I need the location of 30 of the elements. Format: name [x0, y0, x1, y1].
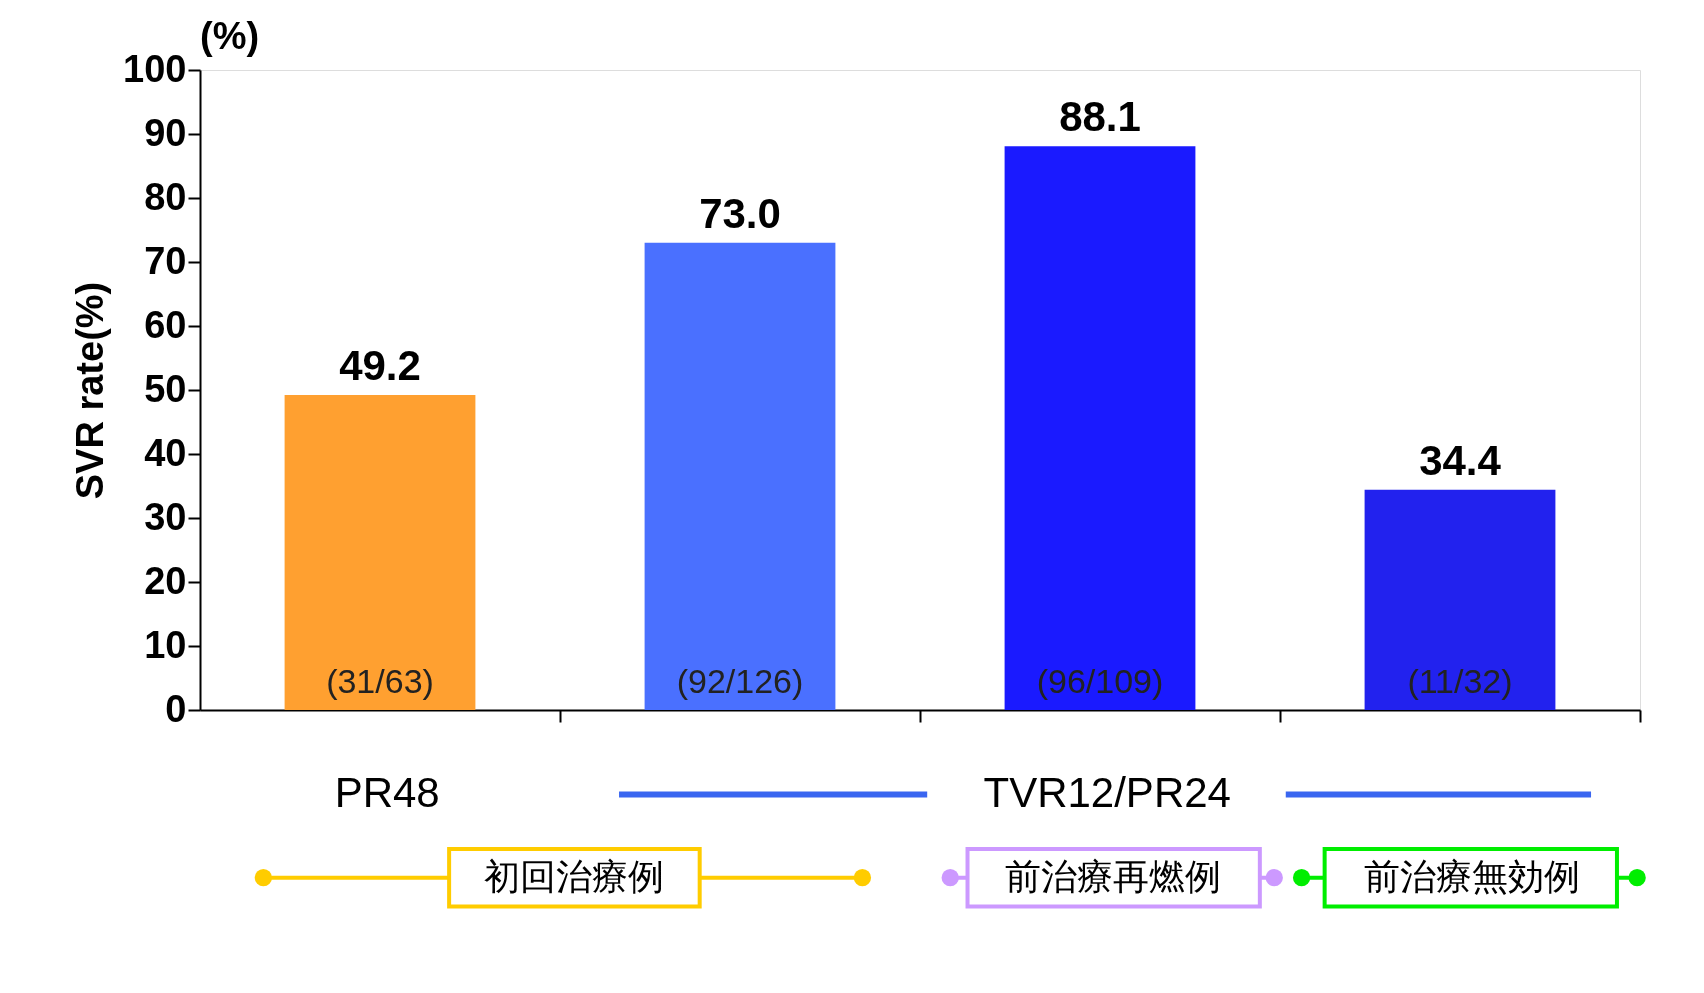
annotation: (31/63): [326, 662, 434, 701]
annotation: (96/109): [1036, 662, 1164, 701]
data-label: 49.2: [339, 342, 421, 390]
text: 前治療再燃例: [1004, 855, 1221, 897]
bar: [284, 395, 476, 710]
text: (%): [200, 15, 260, 57]
bar: [644, 242, 836, 710]
data-label: 73.0: [699, 189, 781, 237]
annotation: (11/32): [1407, 662, 1513, 701]
data-label: 34.4: [1419, 436, 1502, 484]
y-tick-label: 50: [144, 367, 187, 410]
annotation: (92/126): [676, 662, 804, 701]
text: PR48: [334, 769, 440, 817]
y-tick-label: 100: [123, 47, 187, 90]
bar: [1004, 146, 1196, 710]
y-tick-label: 40: [144, 431, 187, 474]
y-axis-title: SVR rate(%): [69, 281, 112, 500]
y-tick-label: 20: [144, 559, 187, 602]
text: 初回治療例: [484, 855, 665, 897]
data-label: 88.1: [1059, 93, 1141, 141]
y-tick-label: 30: [144, 495, 187, 538]
y-tick-label: 60: [144, 303, 187, 346]
y-tick-label: 70: [144, 239, 187, 282]
text: TVR12/PR24: [983, 769, 1231, 817]
bar: [1364, 489, 1556, 710]
text: 前治療無効例: [1363, 855, 1580, 897]
y-tick-label: 90: [144, 111, 187, 154]
y-tick-label: 80: [144, 175, 187, 218]
y-tick-label: 10: [144, 623, 187, 666]
y-tick-label: 0: [165, 687, 187, 730]
